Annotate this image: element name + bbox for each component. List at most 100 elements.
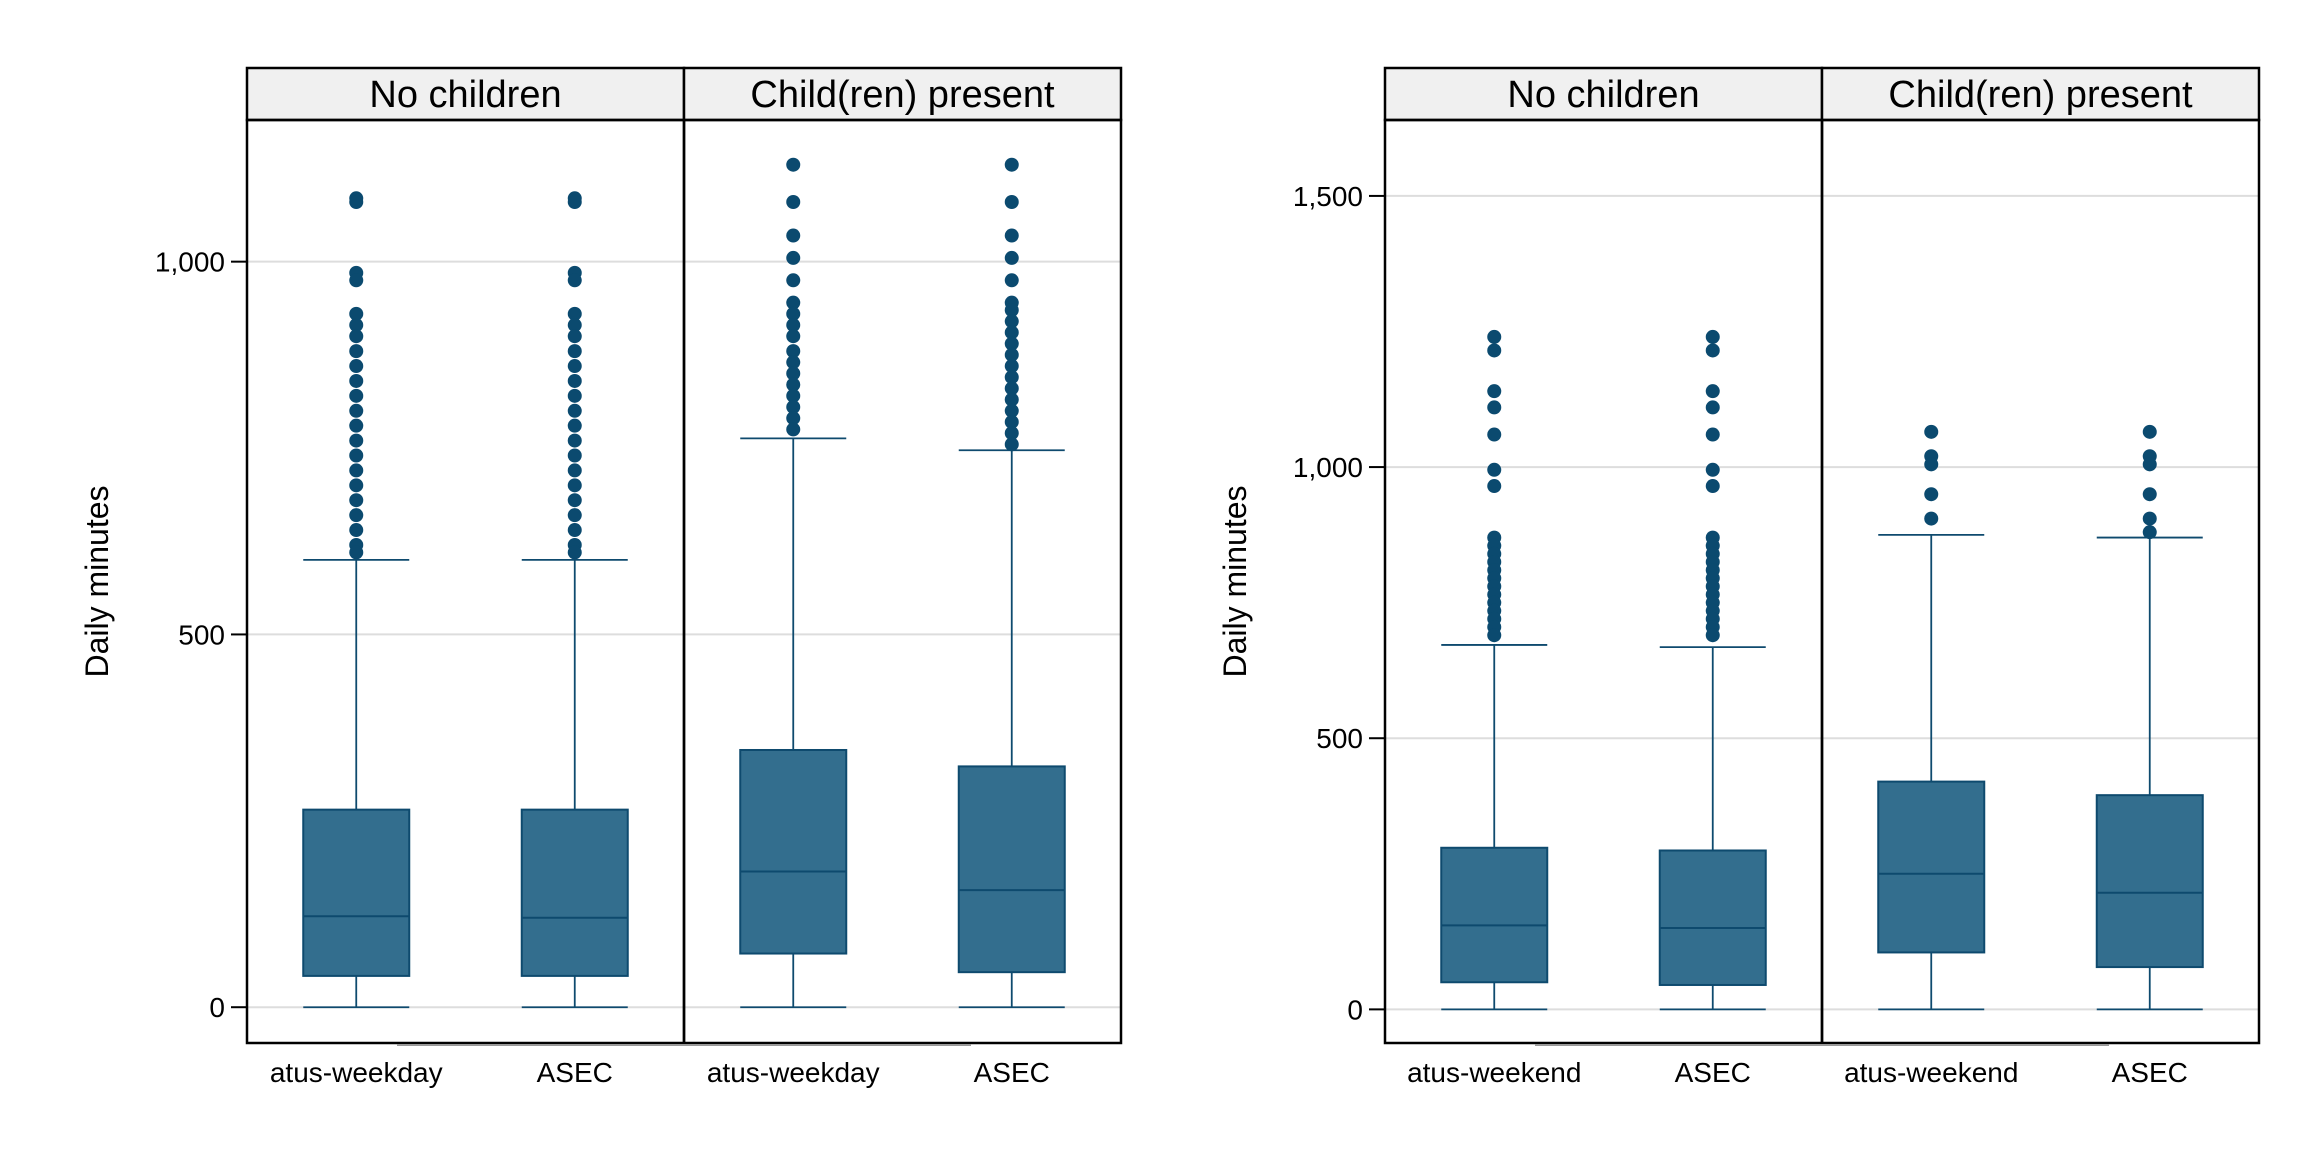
outlier-point <box>1487 479 1502 494</box>
y-tick-label: 1,500 <box>1293 181 1363 212</box>
outlier-point <box>1004 370 1019 385</box>
chart-2: 0 500 1,000 1,500 Daily minutes No children at… <box>1217 66 2261 1088</box>
box-group <box>1440 329 1549 1011</box>
outlier-point <box>349 463 364 478</box>
outlier-point <box>1004 336 1019 351</box>
y-tick-label: 1,000 <box>155 247 225 278</box>
outlier-point <box>1705 427 1720 442</box>
outlier-point <box>567 359 582 374</box>
outlier-point <box>786 157 801 172</box>
facet-strip <box>1383 66 1824 122</box>
box <box>302 808 411 977</box>
y-axis-label: Daily minutes <box>1217 485 1253 677</box>
outlier-point <box>349 433 364 448</box>
outlier-point <box>349 545 364 560</box>
outlier-point <box>786 195 801 210</box>
outlier-point <box>1004 359 1019 374</box>
outlier-point <box>349 388 364 403</box>
x-category-label: atus-weekday <box>707 1057 880 1088</box>
box <box>739 748 848 955</box>
outlier-point <box>349 195 364 210</box>
box-group <box>2095 424 2204 1011</box>
outlier-point <box>567 545 582 560</box>
outlier-point <box>2142 487 2157 502</box>
box-group <box>957 157 1066 1009</box>
outlier-point <box>1487 427 1502 442</box>
outlier-point <box>1004 228 1019 243</box>
outlier-point <box>1004 250 1019 265</box>
outlier-point <box>1004 347 1019 362</box>
facet-strip <box>1820 66 2261 122</box>
outlier-point <box>1705 343 1720 358</box>
outlier-point <box>567 508 582 523</box>
chart-1: 0 500 1,000 Daily minutes No children atus-we… <box>79 66 1123 1088</box>
outlier-point <box>786 388 801 403</box>
y-tick-label: 500 <box>1316 723 1363 754</box>
outlier-point <box>567 463 582 478</box>
outlier-point <box>567 318 582 333</box>
box <box>520 808 629 977</box>
panel-frame <box>682 118 1123 1045</box>
box-group <box>302 191 411 1009</box>
y-tick-label: 0 <box>209 992 225 1023</box>
outlier-point <box>786 273 801 288</box>
outlier-point <box>567 388 582 403</box>
box <box>957 765 1066 974</box>
outlier-point <box>2142 457 2157 472</box>
outlier-point <box>1487 343 1502 358</box>
outlier-point <box>567 523 582 538</box>
outlier-point <box>349 403 364 418</box>
outlier-point <box>1004 195 1019 210</box>
panel-frame <box>1820 118 2261 1045</box>
outlier-point <box>1705 384 1720 399</box>
x-category-label: ASEC <box>2112 1057 2188 1088</box>
box-group <box>1877 424 1986 1011</box>
outlier-point <box>567 433 582 448</box>
outlier-point <box>786 318 801 333</box>
outlier-point <box>567 478 582 493</box>
outlier-point <box>349 418 364 433</box>
outlier-point <box>349 523 364 538</box>
outlier-point <box>1004 157 1019 172</box>
y-tick-label: 500 <box>178 619 225 650</box>
outlier-point <box>786 411 801 426</box>
outlier-point <box>349 318 364 333</box>
outlier-point <box>1004 437 1019 452</box>
outlier-point <box>1487 462 1502 477</box>
outlier-point <box>567 195 582 210</box>
outlier-point <box>786 295 801 310</box>
outlier-point <box>2142 525 2157 540</box>
outlier-point <box>2142 424 2157 439</box>
outlier-point <box>1924 457 1939 472</box>
outlier-point <box>349 448 364 463</box>
outlier-point <box>349 493 364 508</box>
box-group <box>739 157 848 1009</box>
x-category-label: atus-weekend <box>1407 1057 1581 1088</box>
facet-strip-label: Child(ren) present <box>1888 74 2193 116</box>
outlier-point <box>567 403 582 418</box>
box <box>1658 849 1767 986</box>
outlier-point <box>786 344 801 359</box>
outlier-point <box>786 400 801 415</box>
outlier-point <box>349 508 364 523</box>
outlier-point <box>1705 329 1720 344</box>
outlier-point <box>567 418 582 433</box>
outlier-point <box>1924 424 1939 439</box>
outlier-point <box>349 306 364 321</box>
outlier-point <box>2142 511 2157 526</box>
outlier-point <box>1705 462 1720 477</box>
outlier-point <box>786 306 801 321</box>
box-group <box>1658 329 1767 1011</box>
x-category-label: ASEC <box>537 1057 613 1088</box>
outlier-point <box>1004 273 1019 288</box>
outlier-point <box>1004 392 1019 407</box>
x-category-label: atus-weekend <box>1844 1057 2018 1088</box>
y-axis-label: Daily minutes <box>79 485 115 677</box>
outlier-point <box>1487 329 1502 344</box>
facet-panel: No children atus-weekday ASEC <box>245 66 686 1088</box>
y-tick-label: 1,000 <box>1293 452 1363 483</box>
facet-panel: Child(ren) present atus-weekday ASEC <box>682 66 1123 1088</box>
outlier-point <box>786 228 801 243</box>
outlier-point <box>1004 403 1019 418</box>
